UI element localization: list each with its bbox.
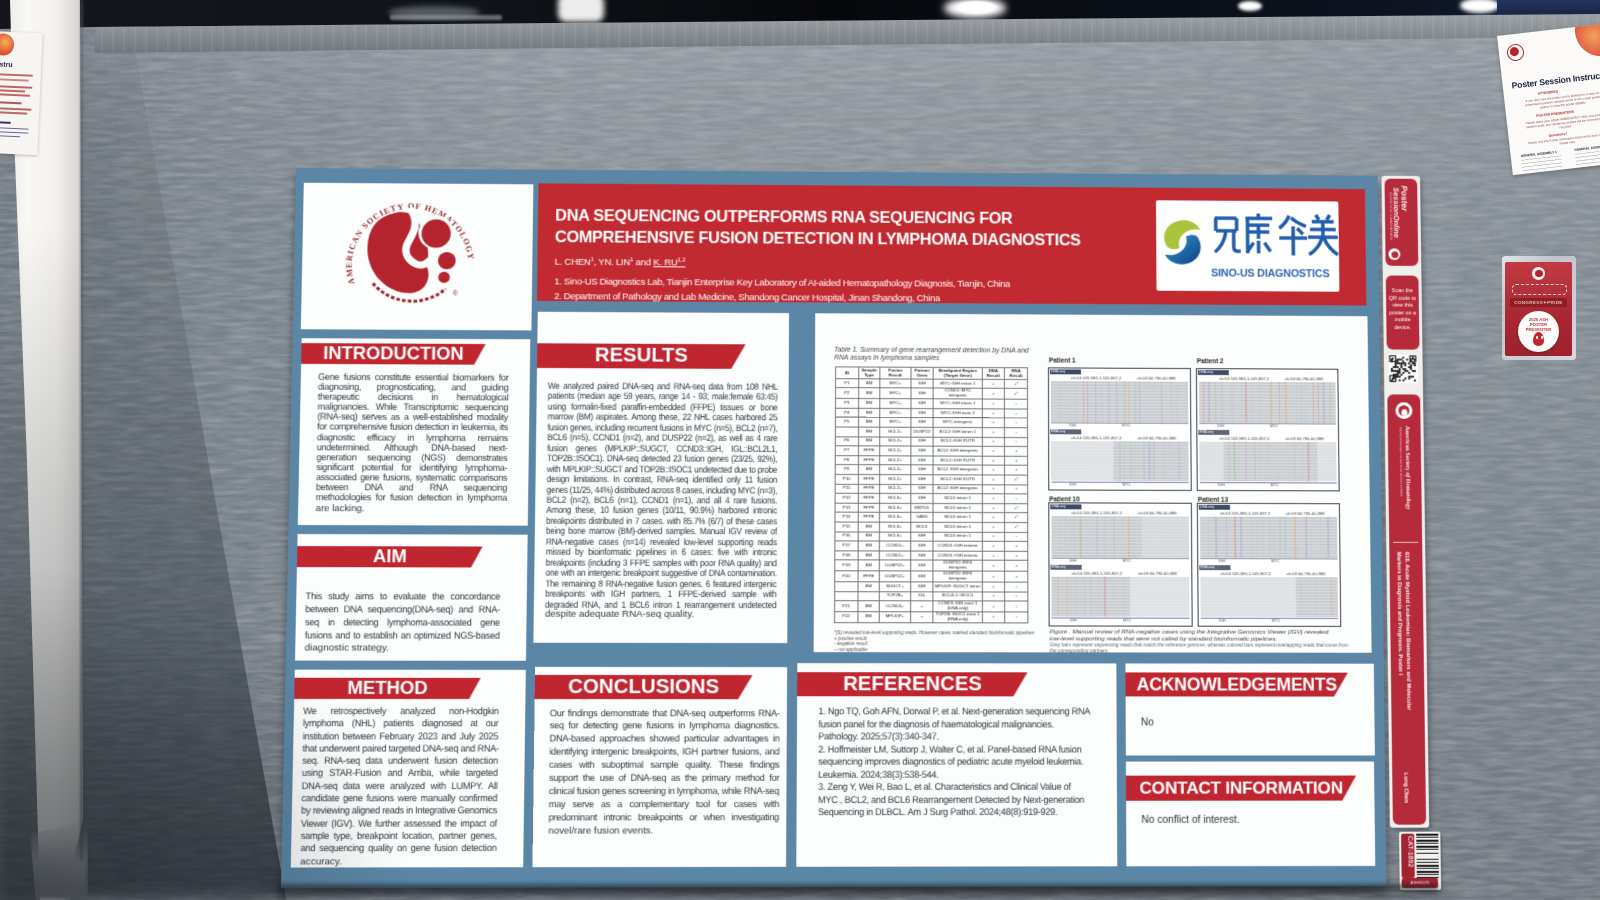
svg-text:SINO-US DIAGNOSTICS: SINO-US DIAGNOSTICS [1211,268,1329,280]
svg-text:®: ® [453,290,458,298]
